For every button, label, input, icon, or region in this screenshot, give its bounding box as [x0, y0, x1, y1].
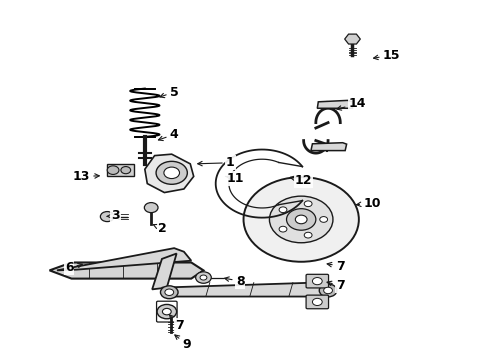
Text: 15: 15 [373, 49, 400, 62]
Circle shape [162, 309, 171, 315]
Text: 4: 4 [158, 128, 178, 141]
Circle shape [270, 196, 333, 243]
Polygon shape [311, 143, 346, 150]
Polygon shape [344, 34, 360, 44]
Text: 8: 8 [224, 275, 245, 288]
Polygon shape [57, 248, 191, 270]
Text: 13: 13 [73, 170, 99, 183]
Circle shape [121, 167, 131, 174]
Circle shape [324, 287, 332, 294]
Circle shape [156, 161, 187, 184]
Circle shape [295, 215, 307, 224]
Circle shape [165, 289, 173, 296]
Bar [107, 164, 134, 176]
Text: 12: 12 [290, 174, 313, 186]
Polygon shape [49, 262, 203, 279]
Circle shape [304, 201, 312, 207]
Text: 14: 14 [337, 98, 366, 111]
Circle shape [200, 275, 207, 280]
Circle shape [287, 209, 316, 230]
Text: 1: 1 [198, 156, 235, 169]
Circle shape [313, 278, 322, 285]
Text: 10: 10 [357, 197, 381, 210]
Text: 7: 7 [170, 315, 183, 332]
Circle shape [100, 212, 114, 222]
Circle shape [313, 298, 322, 306]
Circle shape [304, 232, 312, 238]
Text: 3: 3 [107, 210, 120, 222]
Circle shape [107, 166, 119, 175]
FancyBboxPatch shape [306, 295, 329, 309]
Circle shape [279, 207, 287, 213]
Text: 9: 9 [175, 335, 191, 351]
Polygon shape [162, 282, 333, 297]
Text: 11: 11 [225, 172, 244, 185]
Circle shape [157, 305, 176, 319]
Circle shape [196, 272, 211, 283]
Text: 5: 5 [160, 86, 178, 99]
Text: 6: 6 [65, 261, 82, 274]
Circle shape [164, 167, 179, 179]
Circle shape [320, 217, 328, 222]
Polygon shape [145, 154, 194, 193]
Circle shape [244, 177, 359, 262]
Polygon shape [318, 100, 352, 108]
Circle shape [145, 203, 158, 213]
Circle shape [160, 286, 178, 299]
FancyBboxPatch shape [306, 274, 329, 288]
Circle shape [319, 284, 337, 297]
Text: 7: 7 [327, 279, 344, 292]
Text: 2: 2 [153, 222, 166, 235]
Polygon shape [152, 253, 176, 289]
Text: 7: 7 [327, 260, 344, 273]
Circle shape [279, 226, 287, 232]
